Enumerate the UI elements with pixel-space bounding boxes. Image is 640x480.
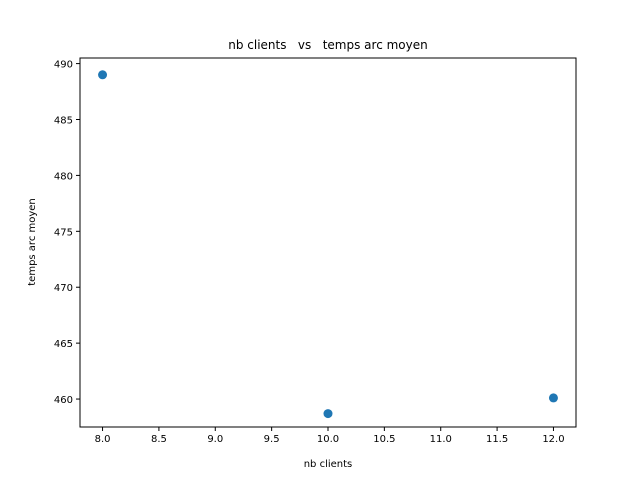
- x-tick-label: 10.5: [373, 434, 395, 445]
- x-tick-label: 8.5: [151, 434, 167, 445]
- data-point: [98, 70, 108, 80]
- x-tick-label: 11.5: [486, 434, 508, 445]
- x-tick-label: 9.0: [207, 434, 223, 445]
- y-tick-label: 475: [54, 227, 73, 238]
- y-axis-label: temps arc moyen: [27, 198, 38, 286]
- y-tick-label: 485: [54, 116, 73, 127]
- data-point: [323, 409, 333, 419]
- x-tick-label: 9.5: [264, 434, 280, 445]
- y-axis: 460 465 470 475 480 485 490: [54, 60, 80, 406]
- data-points: [98, 70, 558, 419]
- data-point: [548, 393, 558, 403]
- chart-title: nb clients vs temps arc moyen: [228, 38, 428, 52]
- y-tick-label: 470: [54, 283, 73, 294]
- plot-area: [79, 57, 577, 428]
- y-tick-label: 480: [54, 171, 73, 182]
- x-axis: 8.0 8.5 9.0 9.5 10.0 10.5 11.0 11.5 12.0: [95, 427, 565, 445]
- y-tick-label: 460: [54, 395, 73, 406]
- x-tick-label: 8.0: [95, 434, 111, 445]
- y-tick-label: 490: [54, 60, 73, 71]
- y-tick-label: 465: [54, 339, 73, 350]
- x-tick-label: 12.0: [542, 434, 564, 445]
- x-axis-label: nb clients: [304, 459, 353, 470]
- x-tick-label: 11.0: [430, 434, 452, 445]
- x-tick-label: 10.0: [317, 434, 339, 445]
